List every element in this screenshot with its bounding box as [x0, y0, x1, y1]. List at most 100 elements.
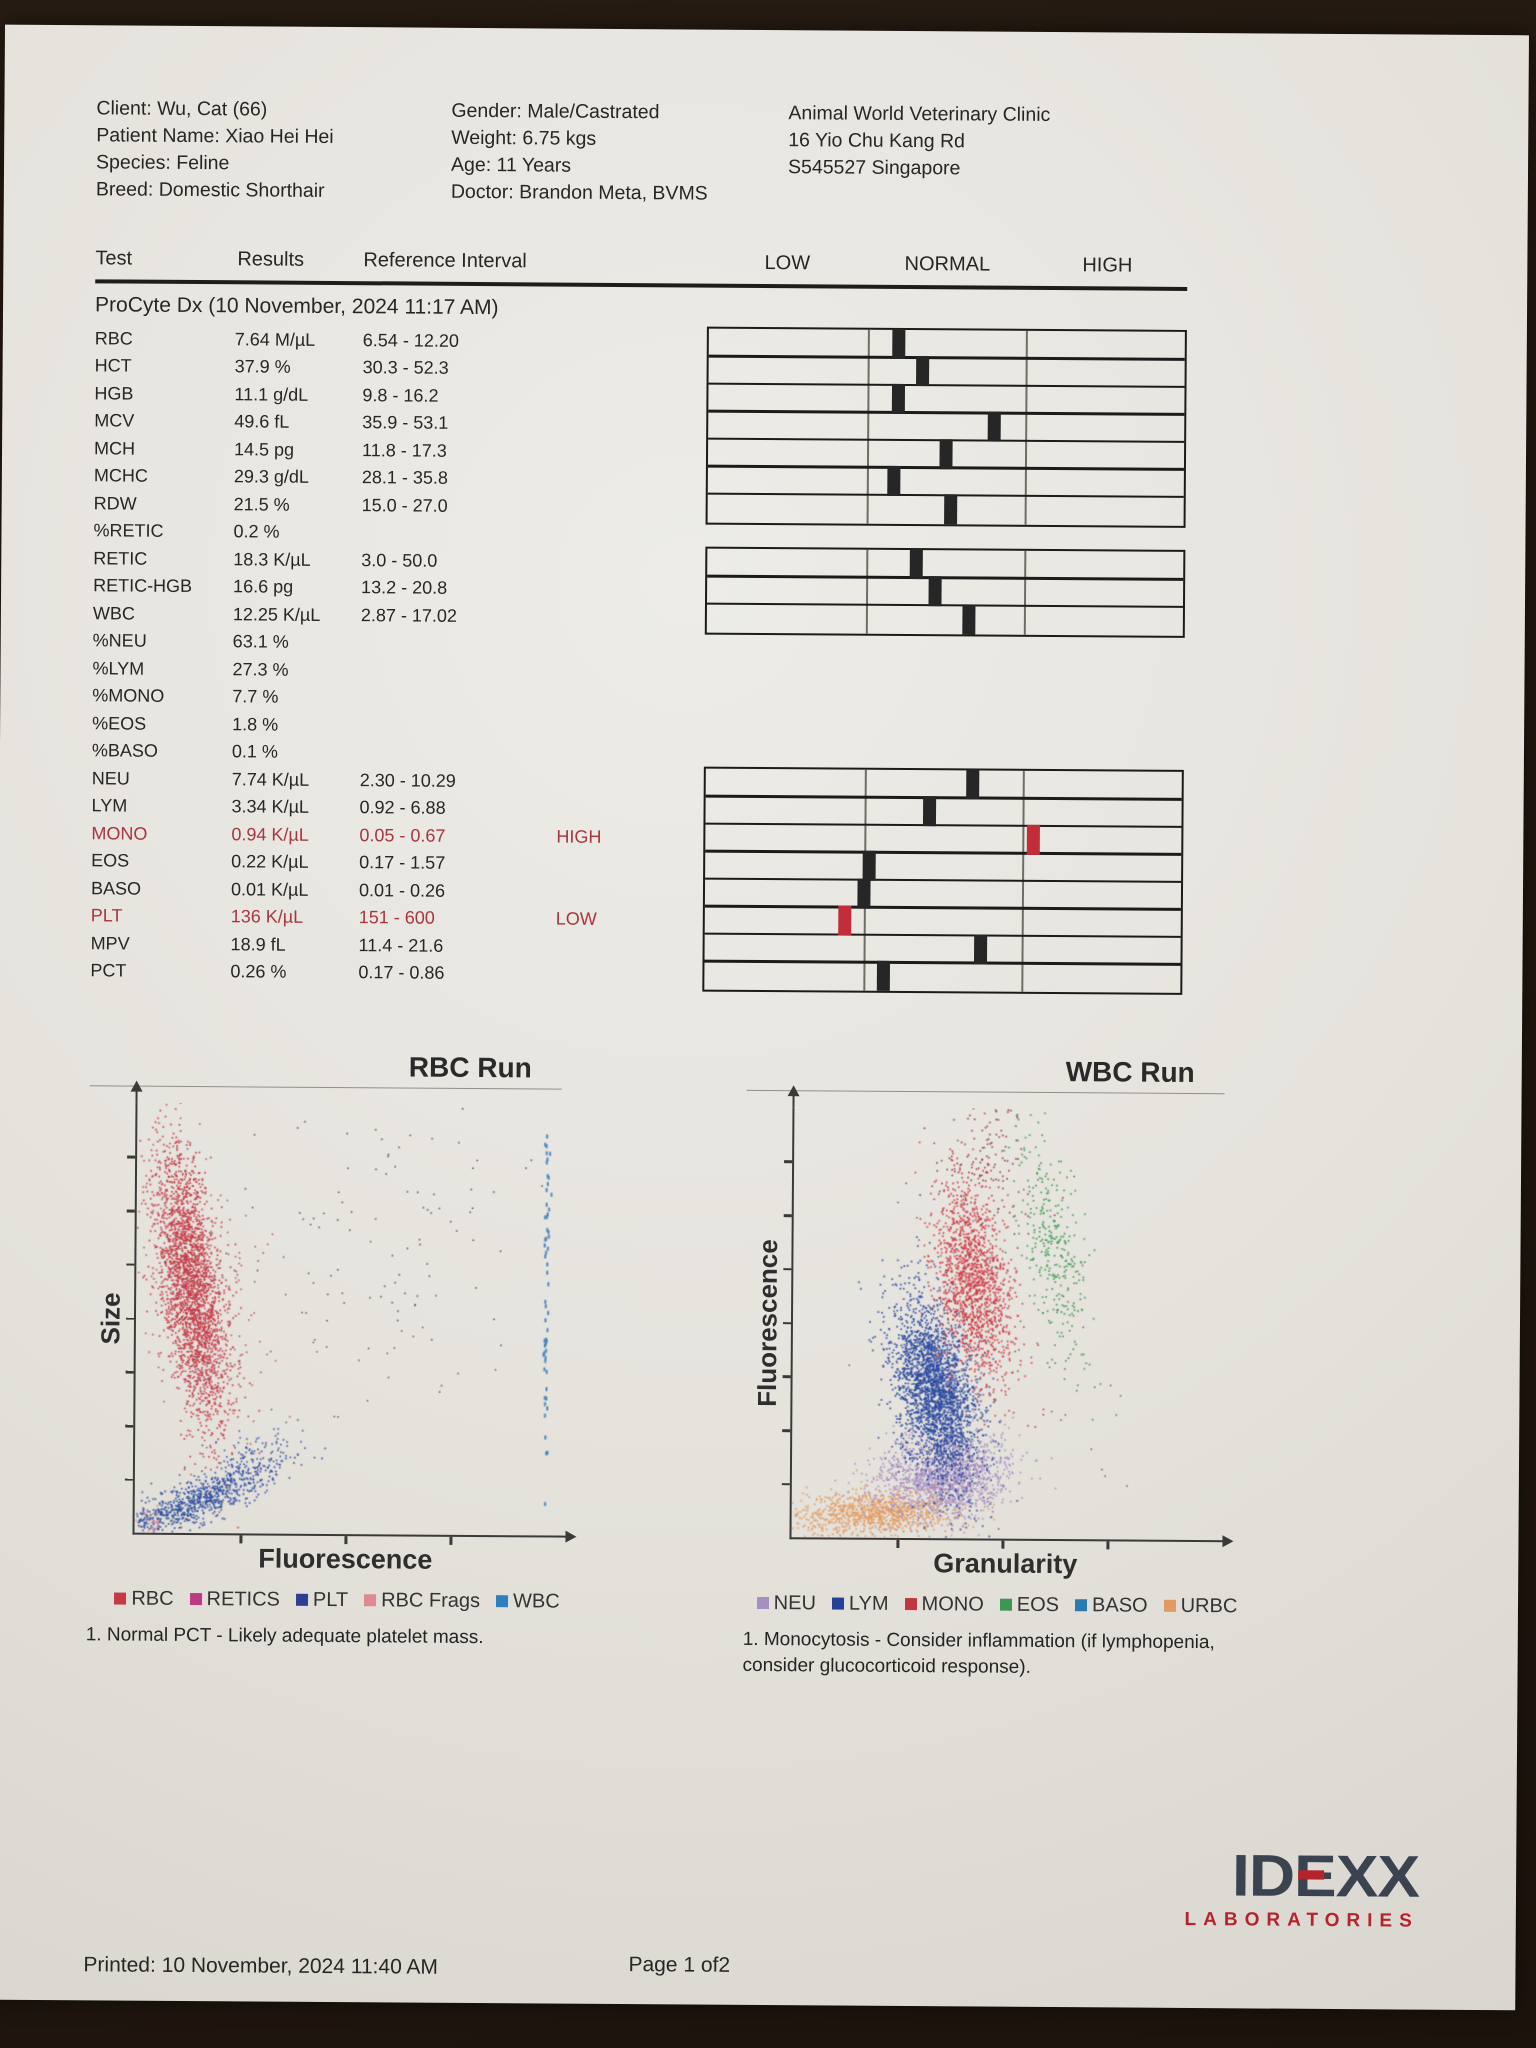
range-marker: [892, 328, 906, 359]
result-value-cell: 37.9 %: [234, 356, 291, 377]
header-field-label: Doctor: [450, 180, 509, 204]
result-value-cell: 18.9 fL: [230, 934, 286, 955]
idexx-logo: IDEXX LABORATORIES: [1129, 1842, 1420, 1933]
wbc-run-y-axis-label: Fluorescence: [751, 1238, 784, 1407]
header-field-value: 6.75 kgs: [522, 127, 597, 150]
x-axis-tick: [896, 1539, 899, 1548]
test-name-cell: PCT: [90, 960, 127, 981]
range-marker: [838, 905, 852, 936]
y-axis-tick: [784, 1160, 793, 1163]
idexx-logo-wordmark: IDEXX: [1231, 1842, 1420, 1910]
range-marker: [974, 934, 988, 965]
test-name-cell: MONO: [91, 823, 148, 844]
test-name-cell: MCV: [94, 410, 135, 431]
legend-item: WBC: [495, 1589, 560, 1613]
clinic-info-column: Animal World Veterinary Clinic 16 Yio Chu…: [788, 100, 1149, 211]
result-value-cell: 12.25 K/µL: [232, 604, 321, 625]
bar-row-separator: [704, 904, 1181, 911]
abnormal-flag-cell: [559, 479, 659, 480]
range-marker: [892, 383, 906, 414]
result-value-cell: 18.3 K/µL: [233, 549, 311, 570]
reference-interval-cell: 2.87 - 17.02: [360, 604, 458, 626]
result-value-cell: 0.2 %: [233, 521, 280, 542]
result-value-cell: 0.26 %: [230, 961, 287, 982]
wbc-run-plot: WBC Run Fluorescence Granularity NEU LYM M…: [742, 1053, 1237, 1683]
test-name-cell: HCT: [94, 355, 132, 376]
rbc-run-title: RBC Run: [89, 1048, 562, 1090]
reference-interval-cell: 6.54 - 12.20: [362, 329, 459, 351]
column-header-results: Results: [237, 248, 305, 271]
test-name-cell: LYM: [91, 795, 128, 816]
legend-label: WBC: [512, 1589, 560, 1613]
clinic-address-line: 16 Yio Chu Kang Rd: [788, 129, 966, 153]
reference-interval-cell: 0.17 - 0.86: [358, 962, 445, 984]
visit-info-column: Gender: Male/Castrated Weight: 6.75 kgs Ag…: [451, 98, 789, 208]
result-value-cell: 7.64 M/µL: [234, 329, 316, 350]
legend-label: LYM: [848, 1592, 889, 1615]
y-axis-tick: [782, 1375, 791, 1378]
range-marker: [922, 796, 936, 827]
wbc-run-title: WBC Run: [746, 1053, 1225, 1094]
test-name-cell: RBC: [94, 328, 133, 349]
header-line: Weight: 6.75 kgs: [451, 126, 597, 150]
x-axis-tick: [1106, 1540, 1109, 1549]
test-name-cell: %NEU: [92, 630, 147, 651]
range-marker: [876, 961, 890, 992]
test-name-cell: %BASO: [91, 740, 159, 762]
header-line: Patient Name: Xiao Hei Hei: [96, 124, 334, 148]
result-value-cell: 0.1 %: [231, 741, 279, 762]
header-field-label: Breed: [95, 178, 148, 201]
header-field-label: Age: [450, 153, 486, 177]
legend-swatch: [495, 1595, 509, 1608]
header-line: Doctor: Brandon Meta, BVMS: [450, 180, 708, 205]
printed-timestamp: Printed: 10 November, 2024 11:40 AM: [83, 1953, 439, 1979]
range-bar-group: [702, 766, 1184, 995]
column-header-low: LOW: [764, 251, 811, 275]
legend-item: RBC Frags: [364, 1589, 480, 1613]
result-value-cell: 27.3 %: [232, 659, 289, 680]
result-value-cell: 49.6 fL: [234, 411, 290, 432]
reference-interval-cell: 2.30 - 10.29: [359, 769, 456, 791]
legend-swatch: [904, 1597, 917, 1611]
legend-label: PLT: [312, 1588, 349, 1611]
abnormal-flag-cell: [558, 562, 658, 563]
header-field-label: Patient Name: [96, 124, 215, 148]
rbc-run-y-axis-label: Size: [95, 1291, 126, 1345]
range-marker: [928, 576, 943, 607]
legend-item: URBC: [1163, 1594, 1237, 1618]
abnormal-flag-cell: [558, 644, 658, 645]
y-axis-tick: [127, 1155, 136, 1159]
table-header: Test Results Reference Interval LOW NORM…: [95, 247, 1195, 285]
test-name-cell: %EOS: [92, 713, 147, 734]
abnormal-flag-cell: [557, 727, 657, 728]
abnormal-flag-cell: [559, 452, 659, 453]
wbc-run-legend: NEU LYM MONO EOS BASO URBC: [756, 1592, 1237, 1618]
result-value-cell: 29.3 g/dL: [233, 466, 310, 488]
x-axis-arrow-icon: [565, 1530, 577, 1543]
legend-swatch: [831, 1597, 844, 1610]
y-axis-tick: [124, 1478, 133, 1481]
logo-letter: I: [1231, 1842, 1250, 1909]
x-axis-tick: [449, 1536, 452, 1545]
low-normal-high-divider: [865, 549, 869, 634]
range-marker: [910, 548, 924, 579]
reference-interval-cell: [360, 725, 557, 726]
legend-label: RETICS: [206, 1587, 281, 1611]
abnormal-flag-cell: [559, 397, 659, 398]
header-field-label: Client: [96, 97, 147, 120]
idexx-logo-subtext: LABORATORIES: [1184, 1908, 1419, 1932]
test-name-cell: MCHC: [93, 465, 148, 486]
result-value-cell: 1.8 %: [232, 714, 279, 735]
patient-info-column: Client: Wu, Cat (66) Patient Name: Xiao H…: [96, 95, 452, 205]
legend-label: RBC: [131, 1587, 174, 1610]
abnormal-flag-cell: [560, 369, 660, 370]
legend-swatch: [1163, 1599, 1176, 1612]
reference-interval-cell: [360, 698, 557, 699]
range-marker: [862, 850, 876, 882]
result-value-cell: 11.1 g/dL: [234, 384, 309, 405]
logo-letter: E: [1293, 1842, 1336, 1910]
legend-swatch: [114, 1592, 127, 1605]
bar-row-separator: [705, 849, 1182, 856]
bar-row-separator: [708, 354, 1185, 361]
dot-plots: RBC Run Size Fluorescence RBC RETICS PLT RB…: [85, 1048, 1237, 1683]
